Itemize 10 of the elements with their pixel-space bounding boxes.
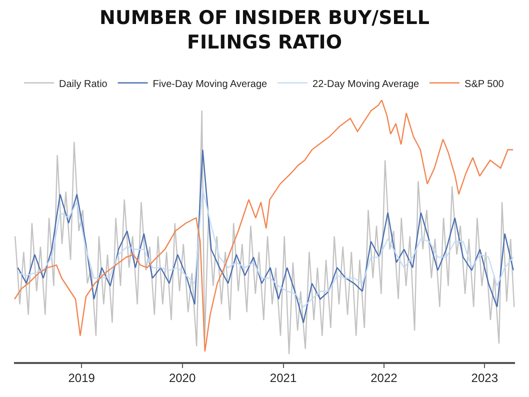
x-tick-label: 2019 [68,371,96,386]
x-tick-label: 2023 [471,371,498,386]
legend-label: Daily Ratio [59,78,108,90]
x-tick-label: 2020 [168,371,196,386]
chart-title: NUMBER OF INSIDER BUY/SELL FILINGS RATIO [100,6,430,54]
legend-label: Five-Day Moving Average [152,78,268,90]
legend-label: 22-Day Moving Average [312,78,420,90]
x-tick-label: 2021 [270,371,297,386]
legend-label: S&P 500 [464,78,504,90]
x-tick-label: 2022 [370,371,398,386]
